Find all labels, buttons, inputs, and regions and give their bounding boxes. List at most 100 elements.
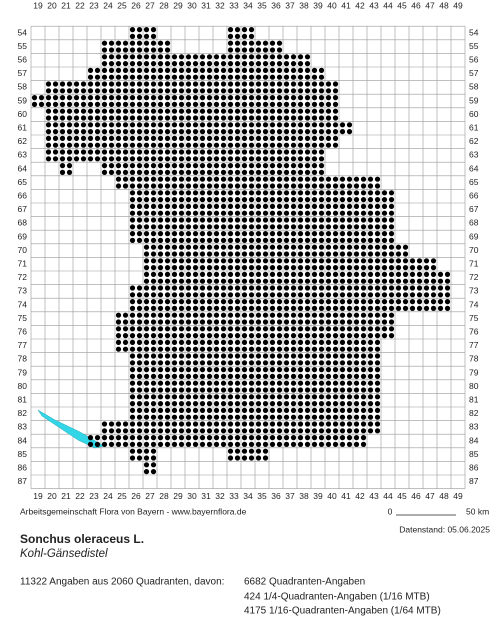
- occurrence-dot: [220, 183, 227, 189]
- occurrence-dot: [122, 333, 129, 339]
- occurrence-dot: [150, 292, 157, 298]
- occurrence-dot: [206, 135, 213, 141]
- occurrence-dot: [283, 88, 290, 94]
- occurrence-dot: [353, 183, 360, 189]
- occurrence-dot: [192, 81, 199, 87]
- occurrence-dot: [192, 169, 199, 175]
- occurrence-dot: [360, 217, 367, 223]
- occurrence-dot: [409, 292, 416, 298]
- occurrence-dot: [150, 108, 157, 114]
- occurrence-dot: [192, 380, 199, 386]
- occurrence-dot: [339, 237, 346, 243]
- occurrence-dot: [178, 292, 185, 298]
- occurrence-dot: [129, 67, 136, 73]
- occurrence-dot: [332, 380, 339, 386]
- occurrence-dot: [66, 149, 73, 155]
- occurrence-dot: [297, 231, 304, 237]
- occurrence-dot: [311, 305, 318, 311]
- occurrence-dot: [234, 149, 241, 155]
- occurrence-dot: [66, 81, 73, 87]
- occurrence-dot: [213, 394, 220, 400]
- occurrence-dot: [276, 135, 283, 141]
- occurrence-dot: [248, 40, 255, 46]
- occurrence-dot: [234, 210, 241, 216]
- occurrence-dot: [283, 224, 290, 230]
- occurrence-dot: [262, 251, 269, 257]
- occurrence-dot: [325, 88, 332, 94]
- occurrence-dot: [150, 278, 157, 284]
- occurrence-dot: [437, 305, 444, 311]
- occurrence-dot: [304, 401, 311, 407]
- occurrence-dot: [178, 435, 185, 441]
- occurrence-dot: [381, 203, 388, 209]
- occurrence-dot: [157, 387, 164, 393]
- occurrence-dot: [108, 129, 115, 135]
- occurrence-dot: [213, 401, 220, 407]
- occurrence-dot: [318, 380, 325, 386]
- occurrence-dot: [45, 129, 52, 135]
- occurrence-dot: [192, 333, 199, 339]
- occurrence-dot: [171, 67, 178, 73]
- occurrence-dot: [122, 74, 129, 80]
- occurrence-dot: [416, 271, 423, 277]
- occurrence-dot: [143, 462, 150, 468]
- occurrence-dot: [206, 210, 213, 216]
- occurrence-dot: [332, 401, 339, 407]
- occurrence-dot: [283, 299, 290, 305]
- occurrence-dot: [332, 278, 339, 284]
- occurrence-dot: [304, 231, 311, 237]
- occurrence-dot: [304, 54, 311, 60]
- occurrence-dot: [52, 101, 59, 107]
- occurrence-dot: [241, 414, 248, 420]
- occurrence-dot: [171, 299, 178, 305]
- occurrence-dot: [248, 455, 255, 461]
- occurrence-dot: [73, 142, 80, 148]
- occurrence-dot: [178, 74, 185, 80]
- occurrence-dot: [59, 135, 66, 141]
- occurrence-dot: [297, 142, 304, 148]
- occurrence-dot: [206, 67, 213, 73]
- occurrence-dot: [304, 210, 311, 216]
- row-label: 73: [18, 286, 28, 296]
- occurrence-dot: [318, 312, 325, 318]
- occurrence-dot: [248, 292, 255, 298]
- occurrence-dot: [325, 380, 332, 386]
- occurrence-dot: [262, 285, 269, 291]
- occurrence-dot: [304, 217, 311, 223]
- occurrence-dot: [157, 88, 164, 94]
- occurrence-dot: [318, 197, 325, 203]
- occurrence-dot: [402, 265, 409, 271]
- occurrence-dot: [171, 265, 178, 271]
- occurrence-dot: [248, 401, 255, 407]
- occurrence-dot: [66, 163, 73, 169]
- occurrence-dot: [388, 258, 395, 264]
- occurrence-dot: [297, 169, 304, 175]
- occurrence-dot: [157, 326, 164, 332]
- occurrence-dot: [423, 292, 430, 298]
- occurrence-dot: [185, 265, 192, 271]
- occurrence-dot: [143, 346, 150, 352]
- occurrence-dot: [206, 183, 213, 189]
- occurrence-dot: [234, 67, 241, 73]
- column-label: 35: [257, 0, 267, 10]
- occurrence-dot: [248, 156, 255, 162]
- occurrence-dot: [150, 217, 157, 223]
- row-label: 66: [469, 190, 479, 200]
- occurrence-dot: [346, 176, 353, 182]
- occurrence-dot: [416, 305, 423, 311]
- occurrence-dot: [339, 258, 346, 264]
- occurrence-dot: [262, 163, 269, 169]
- occurrence-dot: [143, 163, 150, 169]
- occurrence-dot: [409, 271, 416, 277]
- occurrence-dot: [136, 339, 143, 345]
- occurrence-dot: [227, 54, 234, 60]
- occurrence-dot: [227, 40, 234, 46]
- occurrence-dot: [115, 346, 122, 352]
- occurrence-dot: [143, 367, 150, 373]
- occurrence-dot: [339, 312, 346, 318]
- occurrence-dot: [409, 299, 416, 305]
- occurrence-dot: [241, 88, 248, 94]
- occurrence-dot: [241, 33, 248, 40]
- occurrence-dot: [87, 88, 94, 94]
- occurrence-dot: [213, 271, 220, 277]
